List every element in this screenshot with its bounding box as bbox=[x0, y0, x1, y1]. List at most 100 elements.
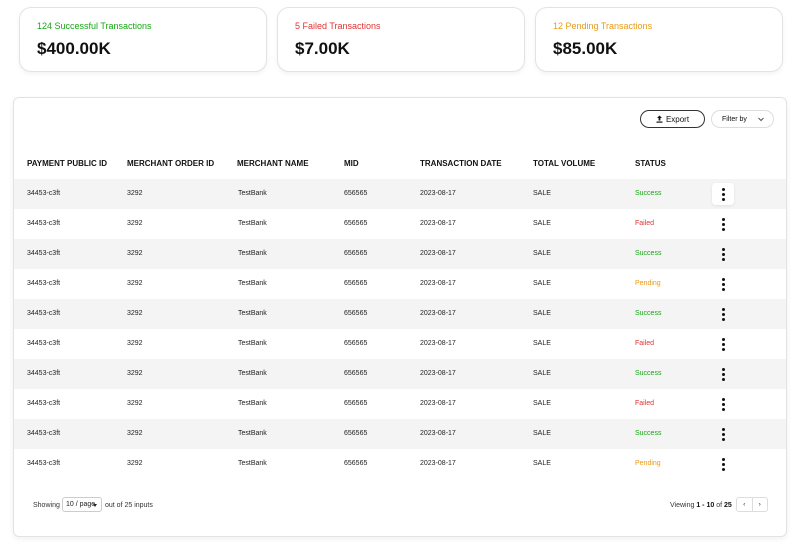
status-badge: Failed bbox=[635, 340, 655, 347]
status-badge: Success bbox=[635, 430, 662, 437]
status-badge: Pending bbox=[635, 460, 661, 467]
row-actions-button[interactable] bbox=[712, 363, 734, 385]
showing-label: Showing bbox=[33, 502, 60, 509]
cell-merchant-name: TestBank bbox=[238, 310, 267, 317]
status-badge: Success bbox=[635, 310, 662, 317]
table-row[interactable]: 34453-c3ft 3292 TestBank 656565 2023-08-17 SA… bbox=[14, 389, 786, 419]
more-vertical-icon bbox=[721, 277, 725, 291]
cell-order-id: 3292 bbox=[127, 340, 143, 347]
export-button[interactable]: Export bbox=[640, 110, 705, 128]
pagination: ‹ › bbox=[736, 497, 768, 512]
column-header-merchant-name[interactable]: MERCHANT NAME bbox=[237, 159, 309, 168]
summary-cards: 124 Successful Transactions $400.00K 5 F… bbox=[19, 7, 785, 72]
export-label: Export bbox=[665, 114, 690, 124]
row-actions-button[interactable] bbox=[712, 213, 734, 235]
row-actions-button[interactable] bbox=[712, 243, 734, 265]
status-badge: Failed bbox=[635, 400, 655, 407]
cell-transaction-date: 2023-08-17 bbox=[420, 460, 456, 467]
column-header-payment-public-id[interactable]: PAYMENT PUBLIC ID bbox=[27, 159, 108, 168]
cell-merchant-name: TestBank bbox=[238, 280, 267, 287]
more-vertical-dot bbox=[721, 282, 725, 286]
transactions-panel: Export Filter by PAYMENT PUBLIC ID MERCH… bbox=[13, 97, 787, 537]
table-row[interactable]: 34453-c3ft 3292 TestBank 656565 2023-08-17 SA… bbox=[14, 299, 786, 329]
status-badge: Success bbox=[635, 190, 662, 197]
per-page-value: 10 / page bbox=[66, 501, 96, 508]
cell-payment-id: 34453-c3ft bbox=[27, 430, 61, 437]
column-header-total-volume[interactable]: TOTAL VOLUME bbox=[533, 159, 596, 168]
cell-total-volume: SALE bbox=[533, 340, 551, 347]
viewing-prefix: Viewing bbox=[670, 502, 695, 509]
cell-total-volume: SALE bbox=[533, 460, 551, 467]
status-badge: Failed bbox=[635, 220, 655, 227]
more-vertical-dot bbox=[721, 372, 725, 376]
cell-total-volume: SALE bbox=[533, 250, 551, 257]
cell-mid: 656565 bbox=[344, 280, 368, 287]
row-actions-button[interactable] bbox=[712, 303, 734, 325]
cell-payment-id: 34453-c3ft bbox=[27, 460, 61, 467]
column-header-mid[interactable]: MID bbox=[344, 159, 359, 168]
cell-total-volume: SALE bbox=[533, 310, 551, 317]
filter-dropdown[interactable]: Filter by bbox=[711, 110, 774, 128]
table-row[interactable]: 34453-c3ft 3292 TestBank 656565 2023-08-17 SA… bbox=[14, 269, 786, 299]
more-vertical-dot bbox=[721, 287, 725, 291]
table-row[interactable]: 34453-c3ft 3292 TestBank 656565 2023-08-17 SA… bbox=[14, 179, 786, 209]
summary-card-label: 124 Successful Transactions bbox=[37, 21, 152, 31]
per-page-select[interactable]: 10 / page bbox=[62, 497, 102, 512]
cell-transaction-date: 2023-08-17 bbox=[420, 280, 456, 287]
column-header-merchant-order-id[interactable]: MERCHANT ORDER ID bbox=[127, 159, 215, 168]
row-actions-button[interactable] bbox=[712, 423, 734, 445]
row-actions-button[interactable] bbox=[712, 273, 734, 295]
summary-card-amount: $400.00K bbox=[37, 39, 111, 58]
next-page-button[interactable]: › bbox=[758, 501, 761, 508]
viewing-total: 25 bbox=[724, 502, 732, 509]
more-vertical-dot bbox=[721, 217, 725, 221]
more-vertical-dot bbox=[721, 437, 725, 441]
cell-transaction-date: 2023-08-17 bbox=[420, 310, 456, 317]
more-vertical-icon bbox=[721, 367, 725, 381]
table-header: PAYMENT PUBLIC ID MERCHANT ORDER ID MERC… bbox=[14, 154, 786, 174]
cell-merchant-name: TestBank bbox=[238, 340, 267, 347]
row-actions-button[interactable] bbox=[712, 333, 734, 355]
cell-mid: 656565 bbox=[344, 220, 368, 227]
cell-order-id: 3292 bbox=[127, 370, 143, 377]
cell-order-id: 3292 bbox=[127, 310, 143, 317]
cell-payment-id: 34453-c3ft bbox=[27, 400, 61, 407]
column-header-status[interactable]: STATUS bbox=[635, 159, 666, 168]
table-row[interactable]: 34453-c3ft 3292 TestBank 656565 2023-08-17 SA… bbox=[14, 419, 786, 449]
cell-merchant-name: TestBank bbox=[238, 190, 267, 197]
summary-card-successful: 124 Successful Transactions $400.00K bbox=[19, 7, 267, 72]
column-header-transaction-date[interactable]: TRANSACTION DATE bbox=[420, 159, 502, 168]
cell-merchant-name: TestBank bbox=[238, 250, 267, 257]
more-vertical-dot bbox=[721, 277, 725, 281]
table-row[interactable]: 34453-c3ft 3292 TestBank 656565 2023-08-17 SA… bbox=[14, 239, 786, 269]
row-actions-button[interactable] bbox=[712, 393, 734, 415]
table-row[interactable]: 34453-c3ft 3292 TestBank 656565 2023-08-17 SA… bbox=[14, 449, 786, 479]
status-badge: Pending bbox=[635, 280, 661, 287]
more-vertical-dot bbox=[721, 187, 725, 191]
cell-payment-id: 34453-c3ft bbox=[27, 190, 61, 197]
chevron-down-icon bbox=[758, 117, 764, 122]
more-vertical-dot bbox=[721, 227, 725, 231]
cell-payment-id: 34453-c3ft bbox=[27, 280, 61, 287]
table-row[interactable]: 34453-c3ft 3292 TestBank 656565 2023-08-17 SA… bbox=[14, 359, 786, 389]
more-vertical-dot bbox=[721, 197, 725, 201]
more-vertical-icon bbox=[721, 337, 725, 351]
row-actions-button[interactable] bbox=[712, 453, 734, 475]
row-actions-button[interactable] bbox=[712, 183, 734, 205]
more-vertical-dot bbox=[721, 397, 725, 401]
table-row[interactable]: 34453-c3ft 3292 TestBank 656565 2023-08-17 SA… bbox=[14, 209, 786, 239]
cell-payment-id: 34453-c3ft bbox=[27, 250, 61, 257]
summary-card-label: 5 Failed Transactions bbox=[295, 21, 381, 31]
cell-mid: 656565 bbox=[344, 400, 368, 407]
table-row[interactable]: 34453-c3ft 3292 TestBank 656565 2023-08-17 SA… bbox=[14, 329, 786, 359]
more-vertical-dot bbox=[721, 257, 725, 261]
cell-transaction-date: 2023-08-17 bbox=[420, 430, 456, 437]
cell-payment-id: 34453-c3ft bbox=[27, 340, 61, 347]
cell-mid: 656565 bbox=[344, 370, 368, 377]
table-footer: Showing 10 / page out of 25 inputs Viewi… bbox=[14, 494, 786, 520]
prev-page-button[interactable]: ‹ bbox=[737, 498, 753, 511]
more-vertical-dot bbox=[721, 312, 725, 316]
cell-transaction-date: 2023-08-17 bbox=[420, 400, 456, 407]
more-vertical-icon bbox=[721, 307, 725, 321]
more-vertical-icon bbox=[721, 427, 725, 441]
